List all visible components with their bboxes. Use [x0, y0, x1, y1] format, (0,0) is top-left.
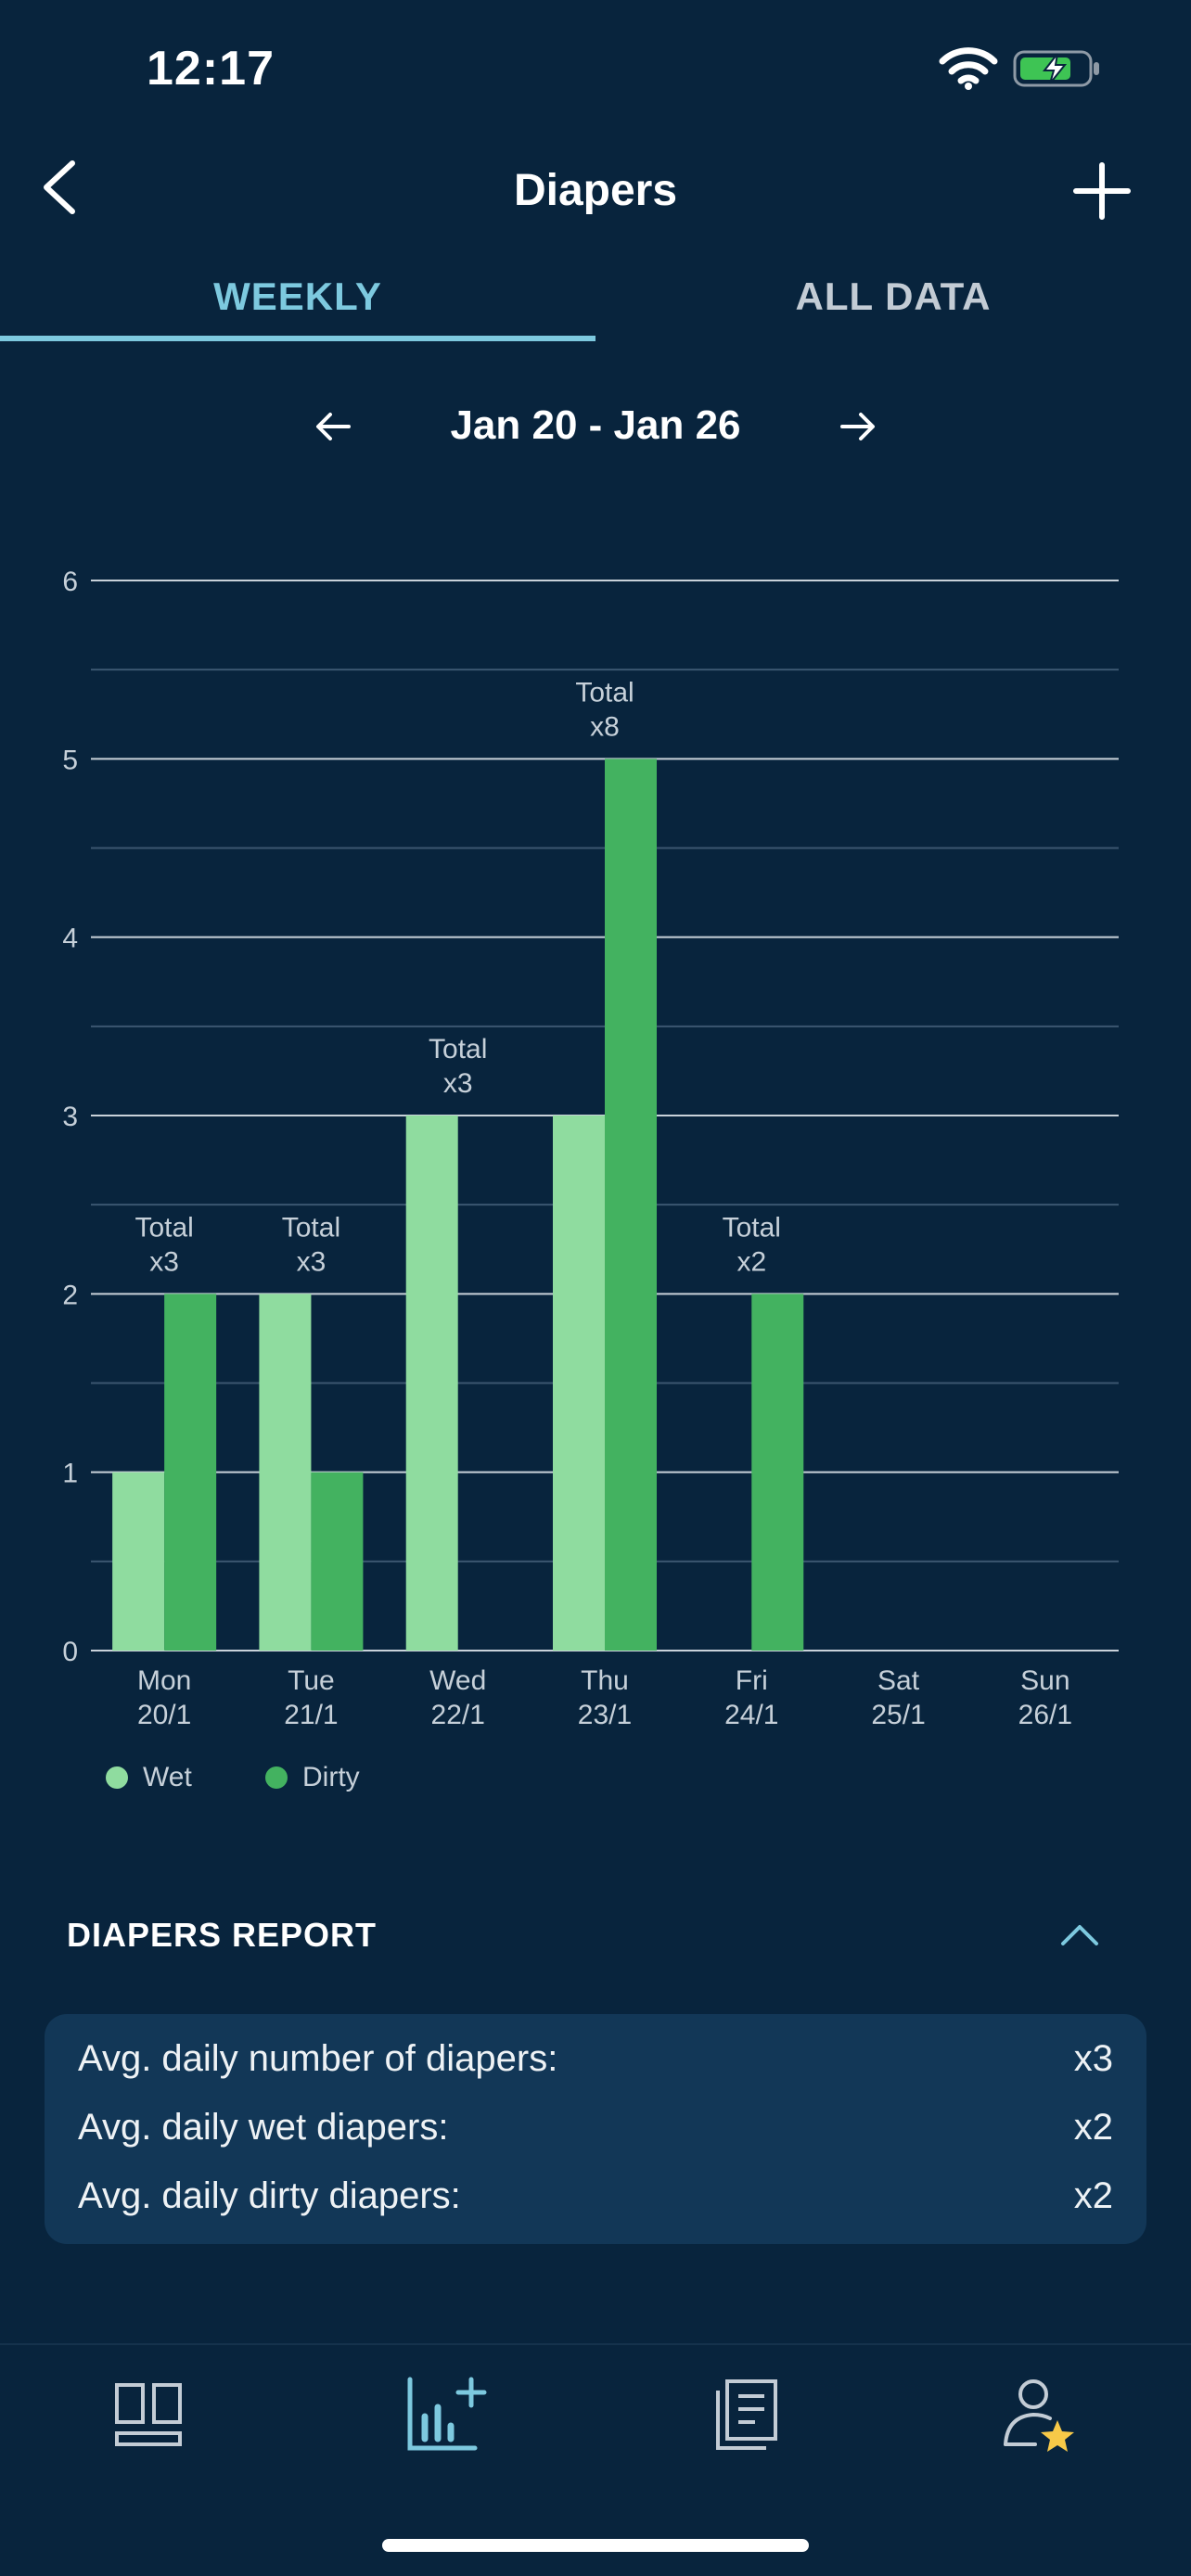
- y-tick-label: 3: [62, 1102, 78, 1132]
- x-tick-label: 22/1: [431, 1700, 485, 1730]
- total-label: x3: [149, 1246, 179, 1277]
- tab-weekly[interactable]: WEEKLY: [213, 274, 382, 318]
- total-label: Total: [723, 1212, 781, 1243]
- legend-label-wet: Wet: [143, 1762, 192, 1792]
- report-title: DIAPERS REPORT: [67, 1916, 378, 1954]
- total-label: Total: [429, 1034, 487, 1065]
- total-label: Total: [575, 677, 634, 708]
- report-card: [45, 2014, 1146, 2244]
- report-value: x2: [1073, 2107, 1113, 2148]
- week-range-label: Jan 20 - Jan 26: [450, 402, 741, 448]
- x-tick-label: 21/1: [284, 1700, 338, 1730]
- bar-wet: [112, 1472, 165, 1651]
- bar-wet: [405, 1116, 458, 1651]
- x-tick-label: Mon: [137, 1665, 191, 1696]
- bar-dirty: [311, 1472, 364, 1651]
- y-tick-label: 2: [62, 1280, 78, 1310]
- diapers-bar-chart: 0123456Totalx3Mon20/1Totalx3Tue21/1Total…: [62, 567, 1119, 1730]
- previous-week-arrow-icon[interactable]: [312, 404, 356, 449]
- total-label: Total: [282, 1212, 340, 1243]
- x-tick-label: 26/1: [1018, 1700, 1072, 1730]
- x-tick-label: 23/1: [578, 1700, 632, 1730]
- add-chart-icon[interactable]: [404, 2374, 488, 2457]
- total-label: x3: [443, 1068, 473, 1099]
- report-value: x3: [1073, 2038, 1113, 2079]
- status-time: 12:17: [147, 42, 275, 96]
- x-tick-label: Sat: [877, 1665, 920, 1696]
- add-button[interactable]: [1072, 161, 1132, 221]
- report-label: Avg. daily number of diapers:: [78, 2038, 558, 2079]
- chevron-up-icon[interactable]: [1057, 1921, 1102, 1947]
- total-label: x3: [297, 1246, 327, 1277]
- y-tick-label: 4: [62, 924, 78, 954]
- y-tick-label: 6: [62, 567, 78, 597]
- y-tick-label: 5: [62, 745, 78, 775]
- total-label: x2: [736, 1246, 766, 1277]
- x-tick-label: 20/1: [137, 1700, 191, 1730]
- report-row-dirty: Avg. daily dirty diapers: x2: [78, 2175, 1113, 2217]
- y-tick-label: 0: [62, 1637, 78, 1667]
- home-indicator: [382, 2539, 809, 2552]
- bar-wet: [259, 1294, 312, 1651]
- x-tick-label: 24/1: [724, 1700, 778, 1730]
- dashboard-icon[interactable]: [108, 2374, 191, 2457]
- next-week-arrow-icon[interactable]: [835, 404, 879, 449]
- tab-all-data[interactable]: ALL DATA: [795, 274, 992, 318]
- report-row-wet: Avg. daily wet diapers: x2: [78, 2107, 1113, 2149]
- bottom-nav-divider: [0, 2343, 1191, 2345]
- battery-charging-icon: [1013, 50, 1099, 87]
- x-tick-label: Wed: [429, 1665, 486, 1696]
- total-label: x8: [590, 711, 620, 742]
- legend-item-dirty: Dirty: [265, 1762, 360, 1793]
- legend-item-wet: Wet: [106, 1762, 192, 1793]
- total-label: Total: [134, 1212, 193, 1243]
- page-title: Diapers: [513, 166, 678, 215]
- x-tick-label: 25/1: [871, 1700, 925, 1730]
- wifi-icon: [939, 47, 998, 90]
- x-tick-label: Fri: [736, 1665, 768, 1696]
- legend-dot-wet: [106, 1766, 128, 1789]
- profile-star-icon[interactable]: [998, 2374, 1082, 2457]
- bar-wet: [553, 1116, 605, 1651]
- report-label: Avg. daily dirty diapers:: [78, 2175, 461, 2216]
- legend-dot-dirty: [265, 1766, 288, 1789]
- back-button[interactable]: [33, 154, 85, 221]
- active-tab-indicator: [0, 336, 596, 341]
- y-tick-label: 1: [62, 1459, 78, 1489]
- journal-icon[interactable]: [701, 2374, 785, 2457]
- bar-dirty: [605, 759, 657, 1651]
- x-tick-label: Tue: [288, 1665, 335, 1696]
- report-label: Avg. daily wet diapers:: [78, 2107, 449, 2148]
- report-value: x2: [1073, 2175, 1113, 2216]
- legend-label-dirty: Dirty: [302, 1762, 360, 1792]
- x-tick-label: Sun: [1020, 1665, 1069, 1696]
- bar-dirty: [164, 1294, 217, 1651]
- report-row-total: Avg. daily number of diapers: x3: [78, 2038, 1113, 2080]
- bar-dirty: [751, 1294, 804, 1651]
- x-tick-label: Thu: [581, 1665, 629, 1696]
